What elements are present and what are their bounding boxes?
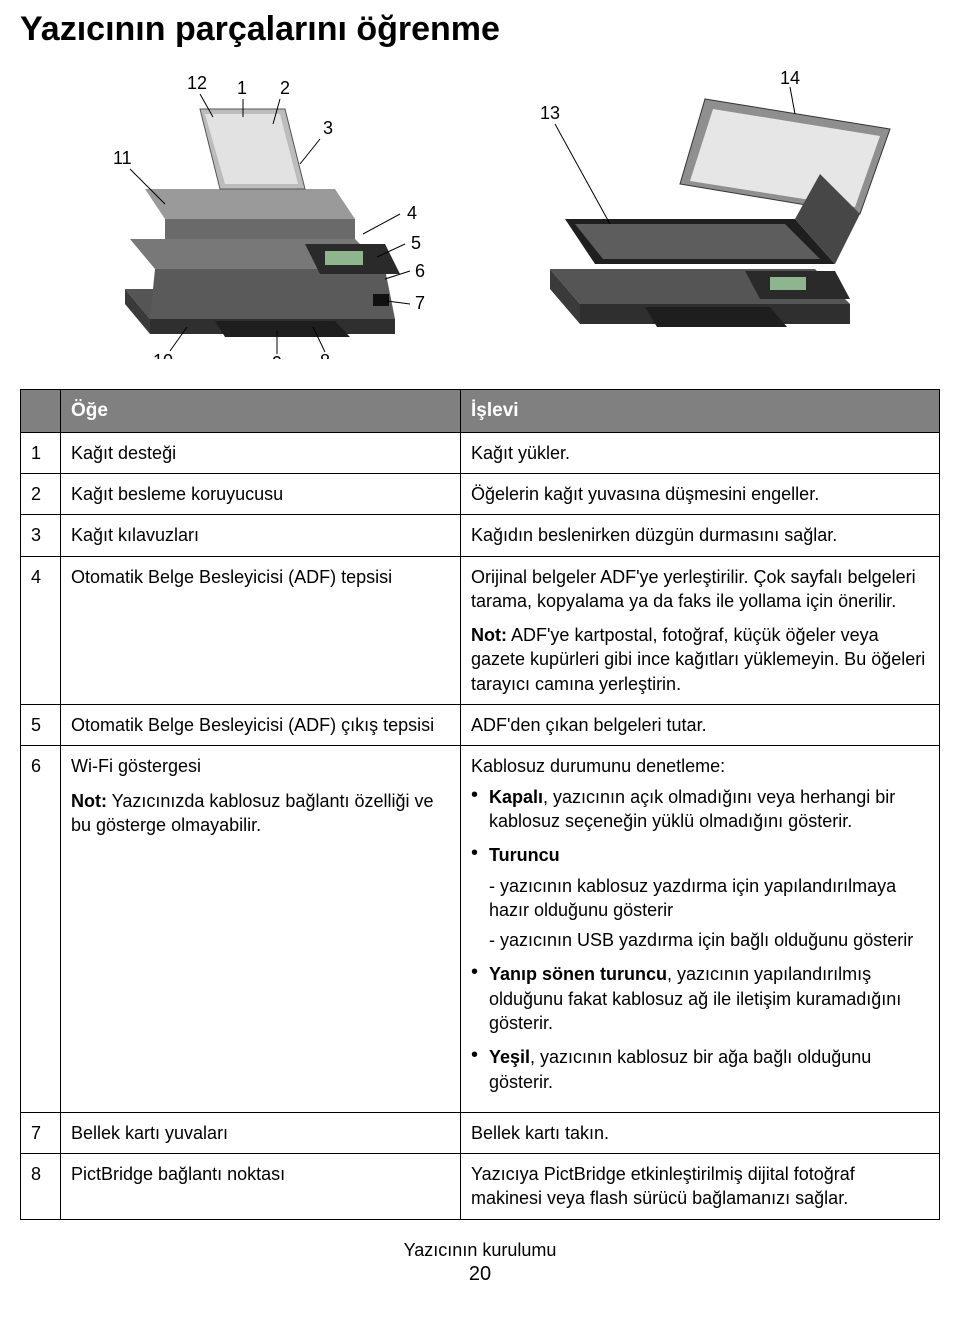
note-label: Not: bbox=[471, 625, 507, 645]
callout-11: 11 bbox=[113, 148, 132, 168]
callout-6: 6 bbox=[415, 261, 425, 281]
footer-section: Yazıcının kurulumu bbox=[20, 1240, 940, 1261]
printer-diagrams: 1 2 3 4 5 6 7 8 9 10 11 12 bbox=[20, 69, 940, 359]
row-num: 8 bbox=[21, 1154, 61, 1220]
func-bullet-list: Kapalı, yazıcının açık olmadığını veya h… bbox=[471, 785, 929, 1094]
callout-2: 2 bbox=[280, 78, 290, 98]
row-num: 3 bbox=[21, 515, 61, 556]
table-row: 1 Kağıt desteği Kağıt yükler. bbox=[21, 432, 940, 473]
table-row: 7 Bellek kartı yuvaları Bellek kartı tak… bbox=[21, 1112, 940, 1153]
bullet-lead: Yeşil bbox=[489, 1047, 530, 1067]
callout-5: 5 bbox=[411, 233, 421, 253]
row-num: 6 bbox=[21, 746, 61, 1113]
func-text: Orijinal belgeler ADF'ye yerleştirilir. … bbox=[471, 565, 929, 614]
parts-table: Öğe İşlevi 1 Kağıt desteği Kağıt yükler.… bbox=[20, 389, 940, 1220]
bullet-subs: - yazıcının kablosuz yazdırma için yapıl… bbox=[489, 874, 929, 953]
func-note: Not: ADF'ye kartpostal, fotoğraf, küçük … bbox=[471, 623, 929, 696]
callout-7: 7 bbox=[415, 293, 425, 313]
page-title: Yazıcının parçalarını öğrenme bbox=[20, 10, 940, 49]
printer-diagram-open: 13 14 bbox=[495, 69, 905, 359]
row-func: Yazıcıya PictBridge etkinleştirilmiş dij… bbox=[461, 1154, 940, 1220]
item-note: Not: Yazıcınızda kablosuz bağlantı özell… bbox=[71, 789, 450, 838]
row-func: Bellek kartı takın. bbox=[461, 1112, 940, 1153]
table-row: 8 PictBridge bağlantı noktası Yazıcıya P… bbox=[21, 1154, 940, 1220]
sub-item: - yazıcının kablosuz yazdırma için yapıl… bbox=[489, 874, 929, 923]
func-intro: Kablosuz durumunu denetleme: bbox=[471, 754, 929, 778]
row-num: 2 bbox=[21, 473, 61, 514]
table-header-row: Öğe İşlevi bbox=[21, 390, 940, 433]
row-item: Kağıt kılavuzları bbox=[61, 515, 461, 556]
bullet-lead: Yanıp sönen turuncu bbox=[489, 964, 667, 984]
page-footer: Yazıcının kurulumu 20 bbox=[20, 1240, 940, 1296]
callout-12: 12 bbox=[187, 73, 207, 93]
footer-page-number: 20 bbox=[20, 1263, 940, 1286]
row-item: PictBridge bağlantı noktası bbox=[61, 1154, 461, 1220]
printer-diagram-closed: 1 2 3 4 5 6 7 8 9 10 11 12 bbox=[55, 69, 465, 359]
bullet-lead: Turuncu bbox=[489, 845, 560, 865]
row-num: 4 bbox=[21, 556, 61, 704]
callout-1: 1 bbox=[237, 78, 247, 98]
row-num: 5 bbox=[21, 705, 61, 746]
row-num: 7 bbox=[21, 1112, 61, 1153]
row-num: 1 bbox=[21, 432, 61, 473]
header-func: İşlevi bbox=[461, 390, 940, 433]
callout-4: 4 bbox=[407, 203, 417, 223]
callout-10: 10 bbox=[153, 351, 173, 359]
bullet-rest: , yazıcının açık olmadığını veya herhang… bbox=[489, 787, 895, 831]
note-label: Not: bbox=[71, 791, 107, 811]
row-func: Kablosuz durumunu denetleme: Kapalı, yaz… bbox=[461, 746, 940, 1113]
row-func: Orijinal belgeler ADF'ye yerleştirilir. … bbox=[461, 556, 940, 704]
sub-item: - yazıcının USB yazdırma için bağlı oldu… bbox=[489, 928, 929, 952]
row-func: Kağıdın beslenirken düzgün durmasını sağ… bbox=[461, 515, 940, 556]
table-row: 3 Kağıt kılavuzları Kağıdın beslenirken … bbox=[21, 515, 940, 556]
table-row: 4 Otomatik Belge Besleyicisi (ADF) tepsi… bbox=[21, 556, 940, 704]
row-item: Kağıt desteği bbox=[61, 432, 461, 473]
row-item: Wi-Fi göstergesi Not: Yazıcınızda kablos… bbox=[61, 746, 461, 1113]
list-item: Yanıp sönen turuncu, yazıcının yapılandı… bbox=[471, 962, 929, 1035]
table-row: 6 Wi-Fi göstergesi Not: Yazıcınızda kabl… bbox=[21, 746, 940, 1113]
row-func: ADF'den çıkan belgeleri tutar. bbox=[461, 705, 940, 746]
callout-3: 3 bbox=[323, 118, 333, 138]
list-item: Kapalı, yazıcının açık olmadığını veya h… bbox=[471, 785, 929, 834]
callout-14: 14 bbox=[780, 69, 800, 88]
table-row: 2 Kağıt besleme koruyucusu Öğelerin kağı… bbox=[21, 473, 940, 514]
row-func: Öğelerin kağıt yuvasına düşmesini engell… bbox=[461, 473, 940, 514]
header-item: Öğe bbox=[61, 390, 461, 433]
row-item: Bellek kartı yuvaları bbox=[61, 1112, 461, 1153]
list-item: Turuncu - yazıcının kablosuz yazdırma iç… bbox=[471, 843, 929, 952]
row-item: Kağıt besleme koruyucusu bbox=[61, 473, 461, 514]
list-item: Yeşil, yazıcının kablosuz bir ağa bağlı … bbox=[471, 1045, 929, 1094]
row-item: Otomatik Belge Besleyicisi (ADF) çıkış t… bbox=[61, 705, 461, 746]
item-name: Wi-Fi göstergesi bbox=[71, 754, 450, 778]
callout-9: 9 bbox=[272, 353, 282, 359]
note-text: Yazıcınızda kablosuz bağlantı özelliği v… bbox=[71, 791, 434, 835]
table-row: 5 Otomatik Belge Besleyicisi (ADF) çıkış… bbox=[21, 705, 940, 746]
header-num bbox=[21, 390, 61, 433]
callout-13: 13 bbox=[540, 103, 560, 123]
row-item: Otomatik Belge Besleyicisi (ADF) tepsisi bbox=[61, 556, 461, 704]
bullet-lead: Kapalı bbox=[489, 787, 543, 807]
bullet-rest: , yazıcının kablosuz bir ağa bağlı olduğ… bbox=[489, 1047, 871, 1091]
note-text: ADF'ye kartpostal, fotoğraf, küçük öğele… bbox=[471, 625, 925, 694]
callout-8: 8 bbox=[320, 351, 330, 359]
row-func: Kağıt yükler. bbox=[461, 432, 940, 473]
